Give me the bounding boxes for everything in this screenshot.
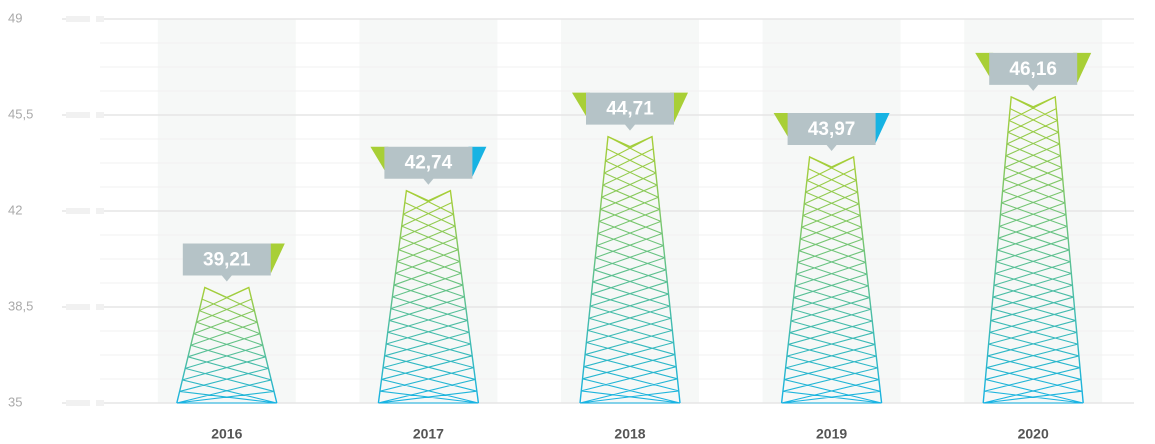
value-label: 42,74 — [405, 153, 453, 174]
value-label: 39,21 — [203, 250, 251, 271]
axis-gap — [90, 112, 96, 118]
axis-gap — [90, 208, 96, 214]
y-tick-label: 45,5 — [8, 106, 33, 121]
value-label: 44,71 — [606, 99, 654, 120]
label-box — [586, 92, 674, 131]
label-flag — [370, 146, 389, 177]
tower — [982, 95, 1084, 404]
bar — [982, 95, 1084, 404]
y-tick-label: 35 — [8, 394, 22, 409]
label-flag — [670, 92, 688, 123]
label-flag — [871, 112, 890, 143]
tower — [579, 135, 681, 404]
x-tick-label: 2019 — [816, 426, 847, 442]
axis-tick — [66, 304, 104, 310]
lattice — [579, 136, 681, 404]
y-tick-label: 38,5 — [8, 298, 33, 313]
x-tick-label: 2020 — [1018, 426, 1049, 442]
axis-gap — [90, 304, 96, 310]
x-tick-label: 2017 — [413, 426, 444, 442]
tower — [176, 286, 278, 404]
value-label: 46,16 — [1009, 59, 1057, 80]
label-box — [384, 146, 473, 185]
axis-tick — [66, 112, 104, 118]
axis-tick — [66, 208, 104, 214]
lattice — [781, 156, 882, 404]
label-flag — [266, 243, 285, 274]
bar — [579, 135, 681, 404]
axis-gap — [90, 400, 96, 406]
label-box — [182, 243, 271, 282]
y-tick-label: 42 — [8, 202, 22, 217]
tower — [780, 155, 883, 404]
tower — [377, 189, 480, 404]
axis-tick — [66, 400, 104, 406]
label-flag — [1073, 52, 1092, 83]
label-flag — [468, 146, 487, 177]
label-flag — [773, 112, 792, 143]
x-tick-label: 2018 — [614, 426, 645, 442]
axis-tick — [66, 16, 104, 22]
label-flag — [975, 52, 994, 83]
y-tick-label: 49 — [8, 10, 22, 25]
lattice — [983, 96, 1084, 404]
axis-gap — [90, 16, 96, 22]
value-label: 43,97 — [808, 119, 856, 140]
label-box — [989, 52, 1078, 91]
x-tick-label: 2016 — [211, 426, 242, 442]
lattice — [176, 287, 277, 404]
label-box — [787, 112, 876, 151]
label-flag — [572, 92, 590, 123]
lattice — [378, 190, 479, 404]
